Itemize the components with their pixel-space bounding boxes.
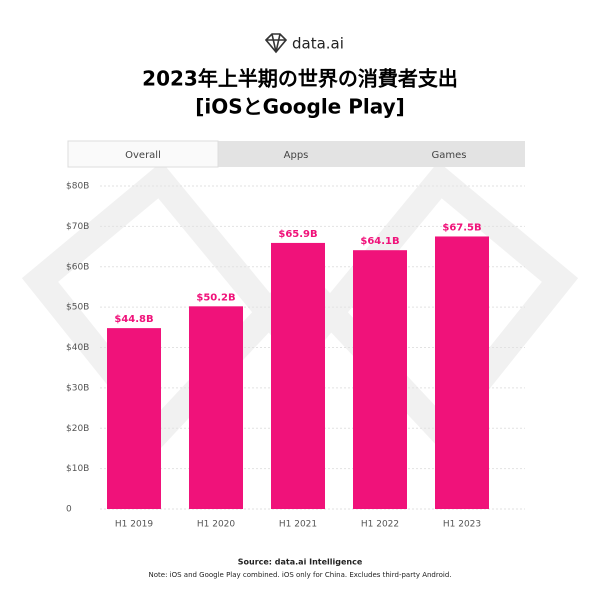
x-tick-label: H1 2019 bbox=[115, 520, 154, 530]
x-tick-label: H1 2022 bbox=[361, 520, 399, 530]
value-label: $44.8B bbox=[114, 314, 153, 325]
y-tick-label: $20B bbox=[66, 424, 89, 434]
y-tick-label: $10B bbox=[66, 464, 89, 474]
tab-active[interactable] bbox=[67, 140, 219, 168]
source: Source: data.ai Intelligence bbox=[238, 558, 363, 567]
tab-label[interactable]: Overall bbox=[125, 150, 161, 161]
bar bbox=[107, 328, 161, 509]
bar bbox=[435, 236, 489, 509]
note: Note: iOS and Google Play combined. iOS … bbox=[149, 571, 452, 579]
chart-title: 2023年上半期の世界の消費者支出 bbox=[142, 67, 458, 91]
chart-subtitle: [iOSとGoogle Play] bbox=[195, 95, 405, 119]
value-label: $65.9B bbox=[278, 229, 317, 240]
bar bbox=[189, 306, 243, 509]
bar bbox=[353, 250, 407, 510]
y-tick-label: $80B bbox=[66, 182, 89, 192]
tab-label[interactable]: Games bbox=[432, 150, 467, 161]
value-label: $50.2B bbox=[196, 292, 235, 303]
tab-label[interactable]: Apps bbox=[284, 150, 309, 161]
x-tick-label: H1 2021 bbox=[279, 520, 317, 530]
y-tick-label: $30B bbox=[66, 383, 89, 393]
y-tick-label: $60B bbox=[66, 262, 89, 272]
y-tick-label: $50B bbox=[66, 303, 89, 313]
y-tick-label: 0 bbox=[66, 505, 72, 515]
value-label: $64.1B bbox=[360, 236, 399, 247]
logo-icon bbox=[264, 33, 288, 54]
y-tick-label: $70B bbox=[66, 222, 89, 232]
y-tick-label: $40B bbox=[66, 343, 89, 353]
brand: data.ai bbox=[292, 35, 344, 53]
x-tick-label: H1 2023 bbox=[443, 520, 481, 530]
x-tick-label: H1 2020 bbox=[197, 520, 236, 530]
value-label: $67.5B bbox=[442, 222, 481, 233]
bar bbox=[271, 242, 325, 509]
